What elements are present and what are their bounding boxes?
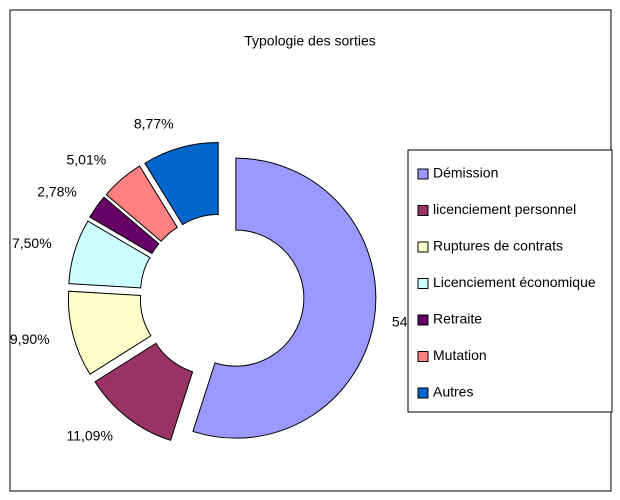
data-label: 11,09% xyxy=(66,427,112,443)
legend-swatch xyxy=(417,168,429,180)
legend-label: licenciement personnel xyxy=(433,201,576,217)
legend-label: Autres xyxy=(433,384,473,400)
legend-swatch xyxy=(417,241,429,253)
data-label: 8,77% xyxy=(134,115,174,131)
legend-label: Retraite xyxy=(433,311,482,327)
donut-slice xyxy=(144,142,219,226)
chart-title: Typologie des sorties xyxy=(244,33,376,49)
donut-slice xyxy=(67,290,152,375)
donut-slice xyxy=(192,157,377,439)
data-label: 5,01% xyxy=(66,152,106,168)
donut-slice xyxy=(89,196,160,255)
legend-label: Ruptures de contrats xyxy=(433,238,563,254)
legend-swatch xyxy=(417,278,429,289)
legend-label: Licenciement économique xyxy=(433,274,596,290)
donut-slice xyxy=(105,165,178,243)
data-label: 7,50% xyxy=(12,235,52,251)
legend-swatch xyxy=(417,387,429,399)
legend-swatch xyxy=(417,314,429,326)
legend-swatch xyxy=(417,351,429,362)
donut-slice xyxy=(94,342,194,441)
legend-swatch xyxy=(417,205,429,216)
data-label: 9,90% xyxy=(10,331,50,347)
legend-box xyxy=(407,149,613,413)
donut-slice xyxy=(68,220,151,289)
legend-label: Démission xyxy=(433,165,498,181)
data-label: 2,78% xyxy=(37,184,77,200)
legend-label: Mutation xyxy=(433,347,487,363)
